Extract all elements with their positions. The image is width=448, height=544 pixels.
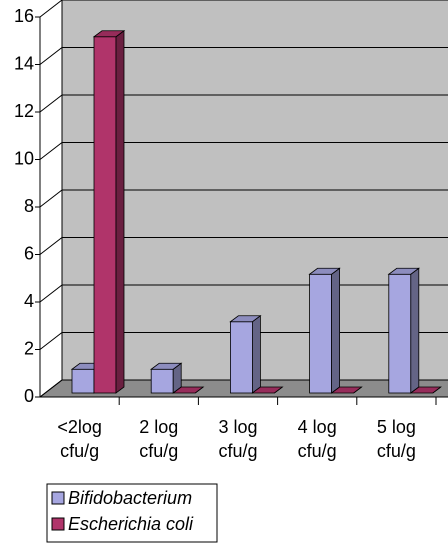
bar-top bbox=[92, 30, 126, 38]
bar-top bbox=[149, 362, 183, 370]
grid-line bbox=[39, 47, 448, 65]
x-tick-label: 5 log cfu/g bbox=[377, 417, 416, 461]
bar-top bbox=[171, 386, 205, 394]
y-tick-label: 0 bbox=[24, 386, 34, 406]
bar-top bbox=[308, 267, 341, 275]
grid-line bbox=[39, 0, 448, 18]
bar-front bbox=[229, 321, 253, 394]
y-tick-label: 8 bbox=[24, 196, 34, 216]
legend-swatch bbox=[51, 517, 65, 531]
y-tick-label: 14 bbox=[14, 53, 34, 73]
bar-top bbox=[409, 386, 442, 394]
y-tick-label: 10 bbox=[14, 148, 34, 168]
grid-line bbox=[39, 142, 448, 160]
plot-area: 0 2 4 6 8 10 12 14 16 <2log cfu/g 2 log cfu/g 3 log cf… bbox=[14, 0, 448, 461]
bar-front bbox=[93, 36, 117, 394]
y-tick-label: 12 bbox=[14, 101, 34, 121]
bar-side bbox=[251, 314, 261, 394]
x-tick-label: <2log cfu/g bbox=[57, 417, 102, 461]
y-tick-label: 4 bbox=[24, 291, 34, 311]
grid-line bbox=[39, 189, 448, 208]
bar-side bbox=[331, 267, 341, 394]
bar-side bbox=[115, 29, 125, 394]
legend-swatch bbox=[51, 491, 65, 505]
y-tick-label: 6 bbox=[24, 243, 34, 263]
bar-top bbox=[229, 315, 262, 323]
grid-line bbox=[39, 237, 448, 255]
bar-side bbox=[410, 267, 420, 394]
bar-front bbox=[150, 368, 174, 394]
bar-top bbox=[330, 386, 363, 394]
x-tick-label: 3 log cfu/g bbox=[218, 417, 257, 461]
bar-top bbox=[251, 386, 284, 394]
legend-box bbox=[46, 483, 218, 543]
legend-label: Bifidobacterium bbox=[68, 488, 192, 508]
x-tick-label: 4 log cfu/g bbox=[298, 417, 337, 461]
grid-line bbox=[39, 94, 448, 113]
y-tick-label: 2 bbox=[24, 338, 34, 358]
x-tick-label: 2 log cfu/g bbox=[139, 417, 178, 461]
legend: Bifidobacterium Escherichia coli bbox=[46, 483, 218, 543]
legend-label: Escherichia coli bbox=[68, 514, 194, 534]
y-tick-label: 16 bbox=[14, 6, 34, 26]
bar-front bbox=[309, 273, 333, 394]
bar-top bbox=[387, 267, 420, 275]
bar-front bbox=[388, 273, 412, 394]
bar-front bbox=[71, 368, 95, 394]
